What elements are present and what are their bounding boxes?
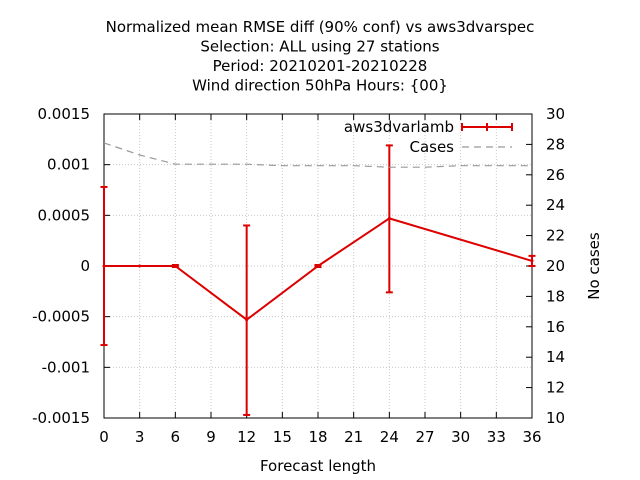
x-tick-label: 3: [135, 428, 145, 446]
series-aws3dvarlamb: [100, 144, 536, 416]
y-tick-label: -0.001: [42, 358, 90, 376]
chart-title: Normalized mean RMSE diff (90% conf) vs …: [106, 18, 535, 95]
x-axis-label: Forecast length: [260, 457, 376, 475]
y2-tick-label: 14: [546, 348, 565, 366]
title-line: Period: 20210201-20210228: [213, 57, 428, 75]
x-tick-label: 24: [380, 428, 399, 446]
y-tick-label: 0: [80, 257, 90, 275]
legend: aws3dvarlamb Cases: [344, 118, 513, 156]
y-axis: 0.0015 0.001 0.0005 0 -0.0005 -0.001 -0.0015: [32, 105, 110, 427]
y-tick-label: -0.0015: [32, 409, 90, 427]
series-layer: [100, 142, 536, 416]
y-tick-label: 0.001: [47, 156, 90, 174]
data-point: [173, 264, 177, 268]
legend-label: aws3dvarlamb: [344, 118, 454, 136]
x-tick-label: 36: [522, 428, 541, 446]
x-tick-label: 33: [487, 428, 506, 446]
y-tick-label: 0.0015: [38, 105, 91, 123]
y2-tick-label: 12: [546, 379, 565, 397]
y2-tick-label: 10: [546, 409, 565, 427]
y2-tick-label: 20: [546, 257, 565, 275]
title-line: Selection: ALL using 27 stations: [200, 38, 439, 56]
x-tick-label: 27: [415, 428, 434, 446]
data-point: [530, 259, 534, 263]
x-tick-label: 9: [206, 428, 216, 446]
title-line: Normalized mean RMSE diff (90% conf) vs …: [106, 18, 535, 36]
data-point: [245, 318, 249, 322]
x-tick-label: 6: [171, 428, 181, 446]
x-tick-label: 15: [273, 428, 292, 446]
y2-tick-label: 18: [546, 287, 565, 305]
y2-axis-label: No cases: [585, 232, 603, 300]
x-tick-label: 30: [451, 428, 470, 446]
x-axis: 0 3 6 9 12 15 18 21 24 27 30 33 36: [99, 114, 542, 446]
y2-tick-label: 22: [546, 227, 565, 245]
y2-tick-label: 30: [546, 105, 565, 123]
y-tick-label: 0.0005: [38, 206, 91, 224]
y2-tick-label: 28: [546, 135, 565, 153]
y2-tick-label: 16: [546, 318, 565, 336]
data-point: [316, 264, 320, 268]
legend-label: Cases: [409, 138, 454, 156]
data-point: [102, 264, 106, 268]
y2-tick-label: 24: [546, 196, 565, 214]
x-tick-label: 18: [308, 428, 327, 446]
legend-swatch: [461, 123, 513, 131]
cases-line: [103, 142, 532, 168]
x-tick-label: 12: [237, 428, 256, 446]
y-tick-label: -0.0005: [32, 308, 90, 326]
data-point: [138, 264, 142, 268]
series-line: [104, 217, 533, 321]
x-tick-label: 0: [99, 428, 109, 446]
data-point: [387, 216, 391, 220]
y2-axis: 30 28 26 24 22 20 18 16 14 12 10: [526, 105, 565, 427]
series-cases: [103, 142, 532, 168]
title-line: Wind direction 50hPa Hours: {00}: [192, 77, 448, 95]
x-tick-label: 21: [344, 428, 363, 446]
y2-tick-label: 26: [546, 166, 565, 184]
